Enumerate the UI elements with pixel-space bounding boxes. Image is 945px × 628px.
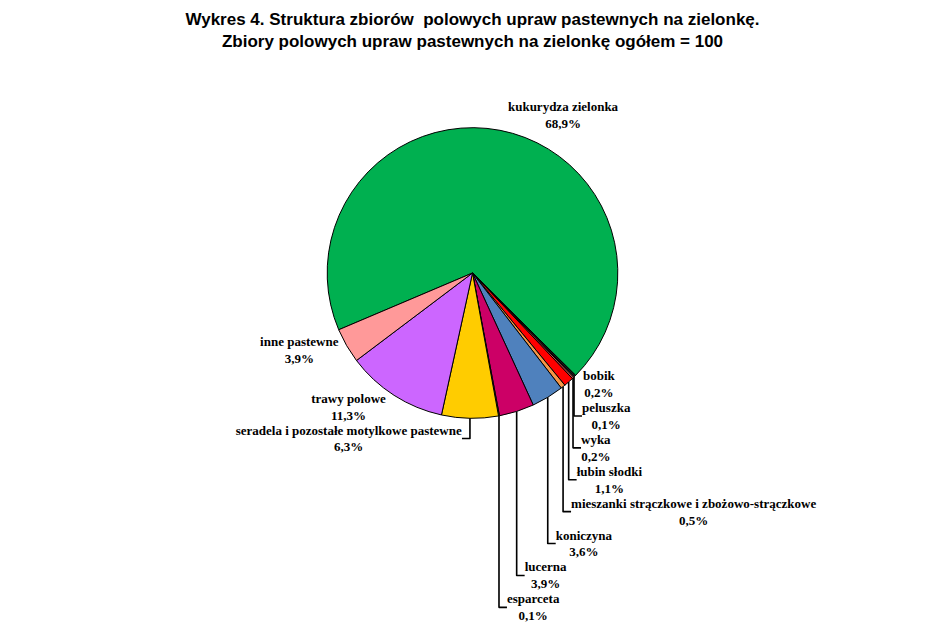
svg-text:kukurydza zielonka68,9%: kukurydza zielonka68,9% <box>508 99 619 131</box>
svg-text:seradela i pozostałe motylkowe: seradela i pozostałe motylkowe pastewne6… <box>236 423 462 455</box>
svg-text:koniczyna3,6%: koniczyna3,6% <box>556 528 613 560</box>
svg-text:Wykres 4. Struktura zbiorów p: Wykres 4. Struktura zbiorów polowych upr… <box>185 10 759 51</box>
svg-text:lucerna3,9%: lucerna3,9% <box>525 559 567 591</box>
svg-text:trawy polowe11,3%: trawy polowe11,3% <box>311 391 386 423</box>
svg-text:bobik0,2%: bobik0,2% <box>583 368 616 400</box>
svg-text:wyka0,2%: wyka0,2% <box>581 432 611 464</box>
svg-text:esparceta0,1%: esparceta0,1% <box>507 591 560 623</box>
svg-text:łubin słodki1,1%: łubin słodki1,1% <box>577 464 643 496</box>
svg-text:mieszanki strączkowe i zbożowo: mieszanki strączkowe i zbożowo-strączkow… <box>571 496 816 528</box>
svg-text:peluszka0,1%: peluszka0,1% <box>582 400 631 432</box>
svg-text:inne pastewne3,9%: inne pastewne3,9% <box>260 334 339 366</box>
